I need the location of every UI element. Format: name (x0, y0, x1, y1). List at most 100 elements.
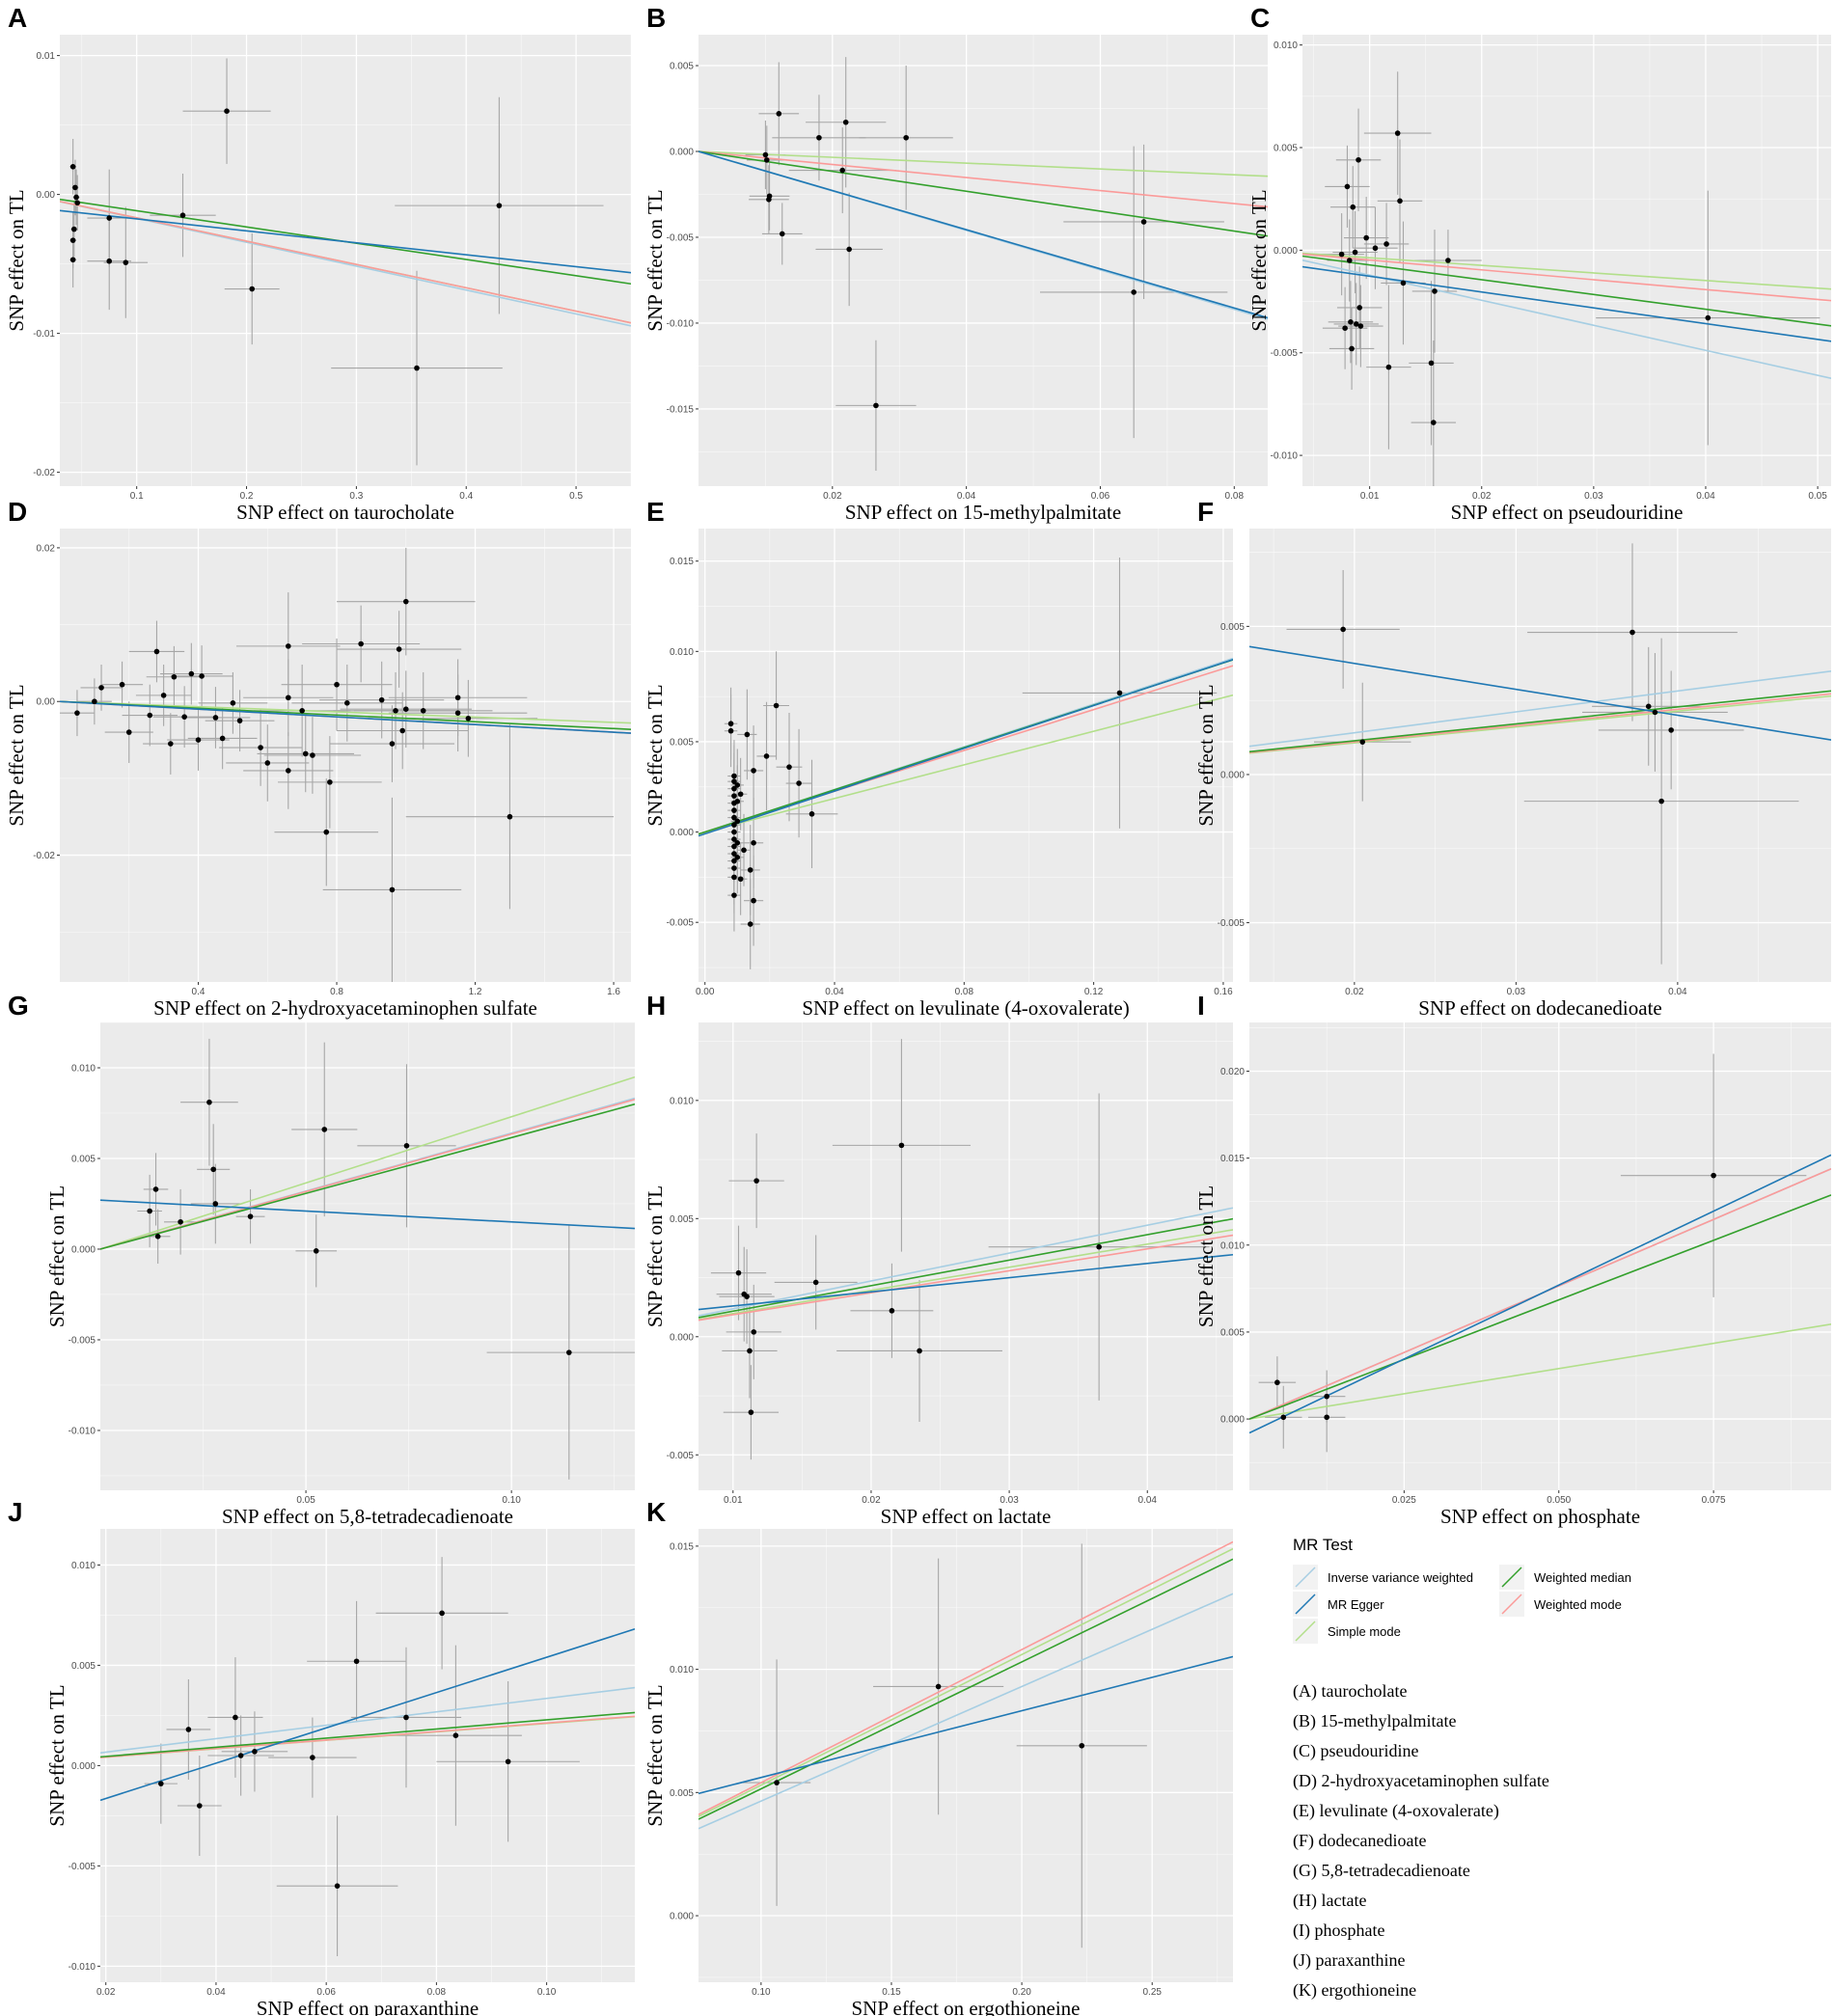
y-tick-label: 0.010 (71, 1561, 96, 1571)
regression-line-weighted-mode (60, 201, 631, 324)
panel-d: 0.4 0.8 1.2 1.6 -0.02 0.00 0.02 SNP effect on 2… (5, 497, 631, 1020)
snp-point (224, 108, 230, 114)
snp-point (1356, 156, 1361, 163)
regression-line-egger (1249, 645, 1831, 741)
panel-b-data (698, 57, 1268, 471)
snp-point (69, 237, 76, 243)
snp-point (1431, 420, 1437, 425)
x-tick-label: 0.08 (427, 1987, 447, 1998)
panel-b-grid (698, 35, 1268, 486)
abbreviation-d: (D) 2-hydroxyacetaminophen sulfate (1293, 1771, 1549, 1790)
snp-point (302, 750, 309, 757)
snp-point (731, 785, 737, 792)
snp-point (935, 1683, 942, 1690)
snp-point (734, 854, 741, 860)
legend-item-simple-mode: Simple mode (1293, 1619, 1401, 1644)
y-tick-label: 0.000 (1220, 1415, 1245, 1426)
regression-line-weighted-mode (698, 150, 1268, 208)
snp-point (69, 164, 76, 170)
panel-a-grid (60, 35, 631, 486)
y-tick-label: 0.005 (670, 737, 694, 748)
y-tick-label: 0.005 (670, 1214, 694, 1225)
snp-point (1274, 1379, 1280, 1386)
legend-label-simple-mode: Simple mode (1328, 1623, 1401, 1639)
snp-point (731, 773, 737, 779)
snp-point (846, 246, 852, 253)
y-tick-label: -0.005 (1218, 918, 1246, 929)
panel-k-background (698, 1529, 1233, 1982)
panel-letter: E (646, 497, 665, 527)
snp-point (74, 200, 81, 206)
y-tick-label: 0.000 (670, 148, 694, 158)
regression-line-simple-mode (60, 700, 631, 724)
snp-point (1705, 314, 1712, 321)
legend-title: MR Test (1293, 1536, 1354, 1554)
x-tick-label: 0.04 (1668, 987, 1687, 997)
x-tick-label: 0.06 (316, 1987, 336, 1998)
panel-g-data (100, 1038, 635, 1480)
panel-j-background (100, 1529, 635, 1982)
y-tick-label: -0.02 (33, 468, 55, 478)
regression-line-ivw (100, 1686, 635, 1754)
x-tick-label: 0.02 (1472, 491, 1492, 502)
snp-point (414, 365, 420, 371)
snp-point (735, 1269, 742, 1276)
regression-line-egger (60, 700, 631, 734)
snp-point (323, 829, 330, 835)
snp-point (402, 598, 409, 605)
x-tick-label: 0.15 (882, 1987, 901, 1998)
regression-line-egger (60, 209, 631, 274)
regression-line-weighted-mode (698, 1540, 1233, 1815)
snp-point (808, 811, 815, 817)
snp-point (734, 798, 741, 804)
snp-point (741, 847, 747, 854)
x-tick-label: 0.16 (1214, 987, 1233, 997)
snp-point (237, 1753, 244, 1758)
regression-line-egger (698, 1253, 1233, 1311)
y-tick-label: 0.000 (71, 1761, 96, 1772)
snp-point (420, 707, 426, 714)
snp-point (1652, 709, 1658, 716)
regression-line-weighted-median (1302, 255, 1831, 327)
panel-letter: D (8, 497, 27, 527)
y-tick-label: 0.01 (37, 51, 56, 62)
legend-label-ivw: Inverse variance weighted (1328, 1569, 1474, 1585)
snp-point (334, 1883, 341, 1889)
snp-point (779, 231, 785, 237)
regression-line-weighted-median (1249, 1194, 1831, 1420)
panel-letter: H (646, 991, 666, 1021)
panel-e-grid (698, 529, 1233, 982)
snp-point (286, 695, 291, 701)
x-tick-label: 0.03 (1000, 1495, 1019, 1506)
snp-point (734, 818, 741, 825)
panel-b: 0.02 0.04 0.06 0.08 -0.015 -0.010 -0.005 0.000 0… (644, 3, 1268, 524)
abbreviation-h: (H) lactate (1293, 1891, 1367, 1910)
y-tick-label: 0.005 (1220, 1327, 1245, 1338)
snp-point (737, 791, 744, 798)
snp-point (1630, 629, 1635, 636)
x-tick-label: 1.2 (469, 987, 482, 997)
y-tick-label: 0.02 (37, 543, 56, 554)
snp-point (171, 673, 178, 680)
panel-j-data (100, 1557, 635, 1956)
y-tick-label: 0.020 (1220, 1067, 1245, 1077)
snp-point (71, 226, 77, 232)
snp-point (247, 1213, 254, 1219)
abbreviation-g: (G) 5,8-tetradecadienoate (1293, 1861, 1470, 1880)
y-tick-label: 0.010 (1220, 1240, 1245, 1251)
snp-point (1428, 360, 1435, 367)
panel-f-grid (1249, 529, 1831, 982)
x-axis-label: SNP effect on paraxanthine (257, 1997, 479, 2016)
x-tick-label: 0.04 (1138, 1495, 1158, 1506)
snp-point (106, 258, 113, 264)
y-tick-label: 0.000 (1220, 770, 1245, 780)
legend-key-weighted-mode (1499, 1592, 1524, 1617)
snp-point (69, 257, 76, 263)
snp-point (396, 646, 402, 652)
snp-point (1338, 251, 1345, 258)
y-tick-label: 0.005 (71, 1154, 96, 1164)
y-tick-label: -0.015 (667, 404, 695, 415)
abbreviation-b: (B) 15-methylpalmitate (1293, 1711, 1457, 1730)
panel-h-grid (698, 1022, 1233, 1490)
snp-point (152, 1186, 159, 1192)
